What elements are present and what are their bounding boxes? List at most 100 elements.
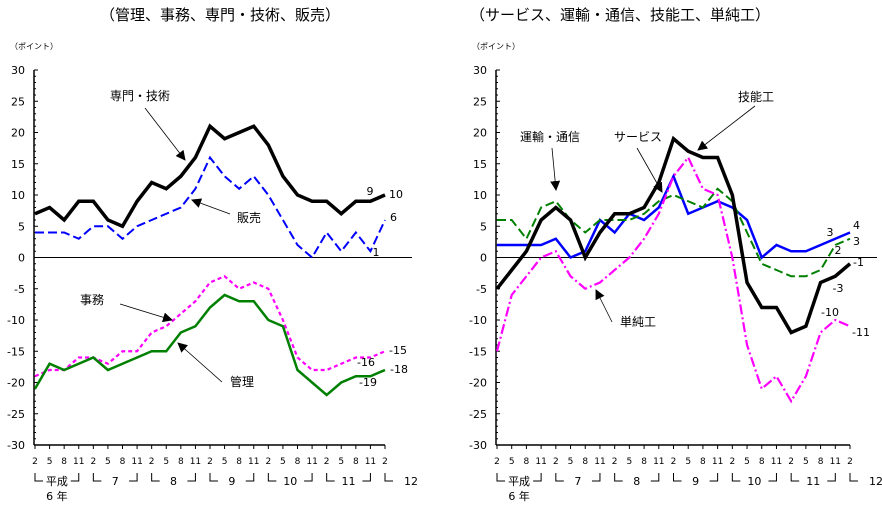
left-year-bracket-right <box>70 473 80 482</box>
left-annotation-arrow-1 <box>191 198 231 215</box>
right-series-0-label-last: -1 <box>853 256 864 269</box>
right-y-tick-label: 15 <box>473 158 487 171</box>
left-x-tick-label: 2 <box>149 457 155 467</box>
right-y-tick-label: 25 <box>473 95 487 108</box>
left-y-tick-label: -30 <box>7 439 25 452</box>
right-x-tick-label: 5 <box>509 457 515 467</box>
left-year-bracket-left <box>326 473 335 482</box>
right-x-tick-label: 2 <box>847 457 853 467</box>
left-y-tick-label: 5 <box>18 220 25 233</box>
left-year-label: 12 <box>404 475 418 488</box>
right-y-tick-label: -15 <box>469 345 487 358</box>
right-year-bracket-right <box>768 473 777 482</box>
right-annotation-0: 技能工 <box>738 90 774 104</box>
right-x-tick-label: 2 <box>788 457 794 467</box>
left-year-sub-label: 6 年 <box>46 489 68 503</box>
right-x-tick-label: 2 <box>671 457 677 467</box>
right-annotation-1: サービス <box>614 130 662 144</box>
right-series-line-0 <box>495 135 852 335</box>
left-annotation-1: 販売 <box>237 210 261 225</box>
right-x-tick-label: 5 <box>627 457 633 467</box>
right-y-tick-label: -5 <box>476 283 487 296</box>
left-series-3-label-last: -18 <box>390 363 408 376</box>
right-y-tick-label: -30 <box>469 439 487 452</box>
right-x-tick-label: 5 <box>803 457 809 467</box>
right-x-tick-label: 2 <box>494 457 500 467</box>
right-chart-title: （サービス、運輸・通信、技能工、単純工） <box>470 6 771 24</box>
left-y-tick-label: -15 <box>7 345 25 358</box>
left-y-tick-label: 25 <box>11 95 25 108</box>
left-year-label: 10 <box>283 475 297 488</box>
right-year-label: 10 <box>747 475 761 488</box>
left-year-label: 平成 <box>46 475 68 488</box>
right-series-line-2 <box>497 187 851 278</box>
left-x-tick-label: 2 <box>32 457 38 467</box>
right-year-bracket-left <box>673 473 682 482</box>
left-series-3-label-prev: -19 <box>359 376 377 389</box>
left-y-tick-label: -5 <box>14 283 25 296</box>
right-x-tick-label: 11 <box>535 457 546 467</box>
left-annotation-0: 専門・技術 <box>110 89 170 103</box>
left-annotation-arrow-2 <box>119 303 173 323</box>
right-year-bracket-right <box>827 473 836 482</box>
left-x-tick-label: 5 <box>280 457 286 467</box>
left-series-2-label-prev: -16 <box>357 356 375 369</box>
left-x-tick-label: 11 <box>131 457 142 467</box>
right-annotation-2: 運輸・通信 <box>520 129 580 144</box>
right-y-tick-label: 20 <box>473 127 487 140</box>
right-series-1-label-last: 4 <box>853 219 860 232</box>
right-series-2-label-prev: 2 <box>835 244 842 257</box>
left-year-bracket-left <box>267 473 277 482</box>
right-year-label: 11 <box>806 475 820 488</box>
right-y-tick-label: 5 <box>480 220 487 233</box>
left-year-bracket-right <box>362 473 371 482</box>
left-x-tick-label: 5 <box>105 457 111 467</box>
right-year-bracket-right <box>709 473 719 482</box>
right-x-tick-label: 8 <box>582 457 588 467</box>
right-year-label: 8 <box>633 475 640 488</box>
right-year-label: 平成 <box>508 475 530 488</box>
right-y-tick-label: -25 <box>469 408 487 421</box>
right-year-bracket-right <box>591 473 601 482</box>
right-x-tick-label: 11 <box>594 457 605 467</box>
right-annotation-arrow-1 <box>636 147 663 193</box>
left-year-bracket-left <box>34 473 43 482</box>
left-series-line-0 <box>34 123 386 229</box>
left-x-tick-label: 2 <box>324 457 330 467</box>
left-year-bracket-right <box>129 473 138 482</box>
left-year-bracket-left <box>151 473 160 482</box>
left-year-label: 11 <box>342 475 356 488</box>
right-y-unit: （ポイント） <box>472 42 520 51</box>
left-x-tick-label: 11 <box>73 457 84 467</box>
left-x-tick-label: 8 <box>61 457 67 467</box>
right-x-tick-label: 11 <box>653 457 664 467</box>
right-series-line-1 <box>497 173 851 260</box>
right-y-tick-label: 10 <box>473 189 487 202</box>
left-x-tick-label: 2 <box>265 457 271 467</box>
left-x-tick-label: 11 <box>365 457 376 467</box>
right-year-bracket-left <box>614 473 623 482</box>
left-y-tick-label: -25 <box>7 408 25 421</box>
right-annotation-arrow-3 <box>595 289 613 323</box>
right-series-line-3 <box>495 155 851 404</box>
right-year-bracket-left <box>731 473 741 482</box>
left-year-bracket-left <box>209 473 218 482</box>
right-series-0-label-prev: -3 <box>833 282 844 295</box>
left-year-label: 9 <box>228 475 235 488</box>
right-series-2-label-last: 3 <box>853 235 860 248</box>
right-x-tick-label: 8 <box>700 457 706 467</box>
left-annotation-2: 事務 <box>80 293 104 307</box>
left-annotation-3: 管理 <box>230 374 254 389</box>
left-y-tick-label: 30 <box>11 64 25 77</box>
left-y-tick-label: -10 <box>7 314 25 327</box>
right-x-tick-label: 2 <box>612 457 618 467</box>
right-x-tick-label: 11 <box>712 457 723 467</box>
right-x-tick-label: 5 <box>568 457 574 467</box>
right-x-tick-label: 8 <box>818 457 824 467</box>
right-y-tick-label: 30 <box>473 64 487 77</box>
left-series-2-label-last: -15 <box>389 344 407 357</box>
right-x-tick-label: 8 <box>641 457 647 467</box>
right-year-label: 7 <box>574 475 581 488</box>
left-year-bracket-right <box>304 473 313 482</box>
right-year-bracket-right <box>650 473 660 482</box>
